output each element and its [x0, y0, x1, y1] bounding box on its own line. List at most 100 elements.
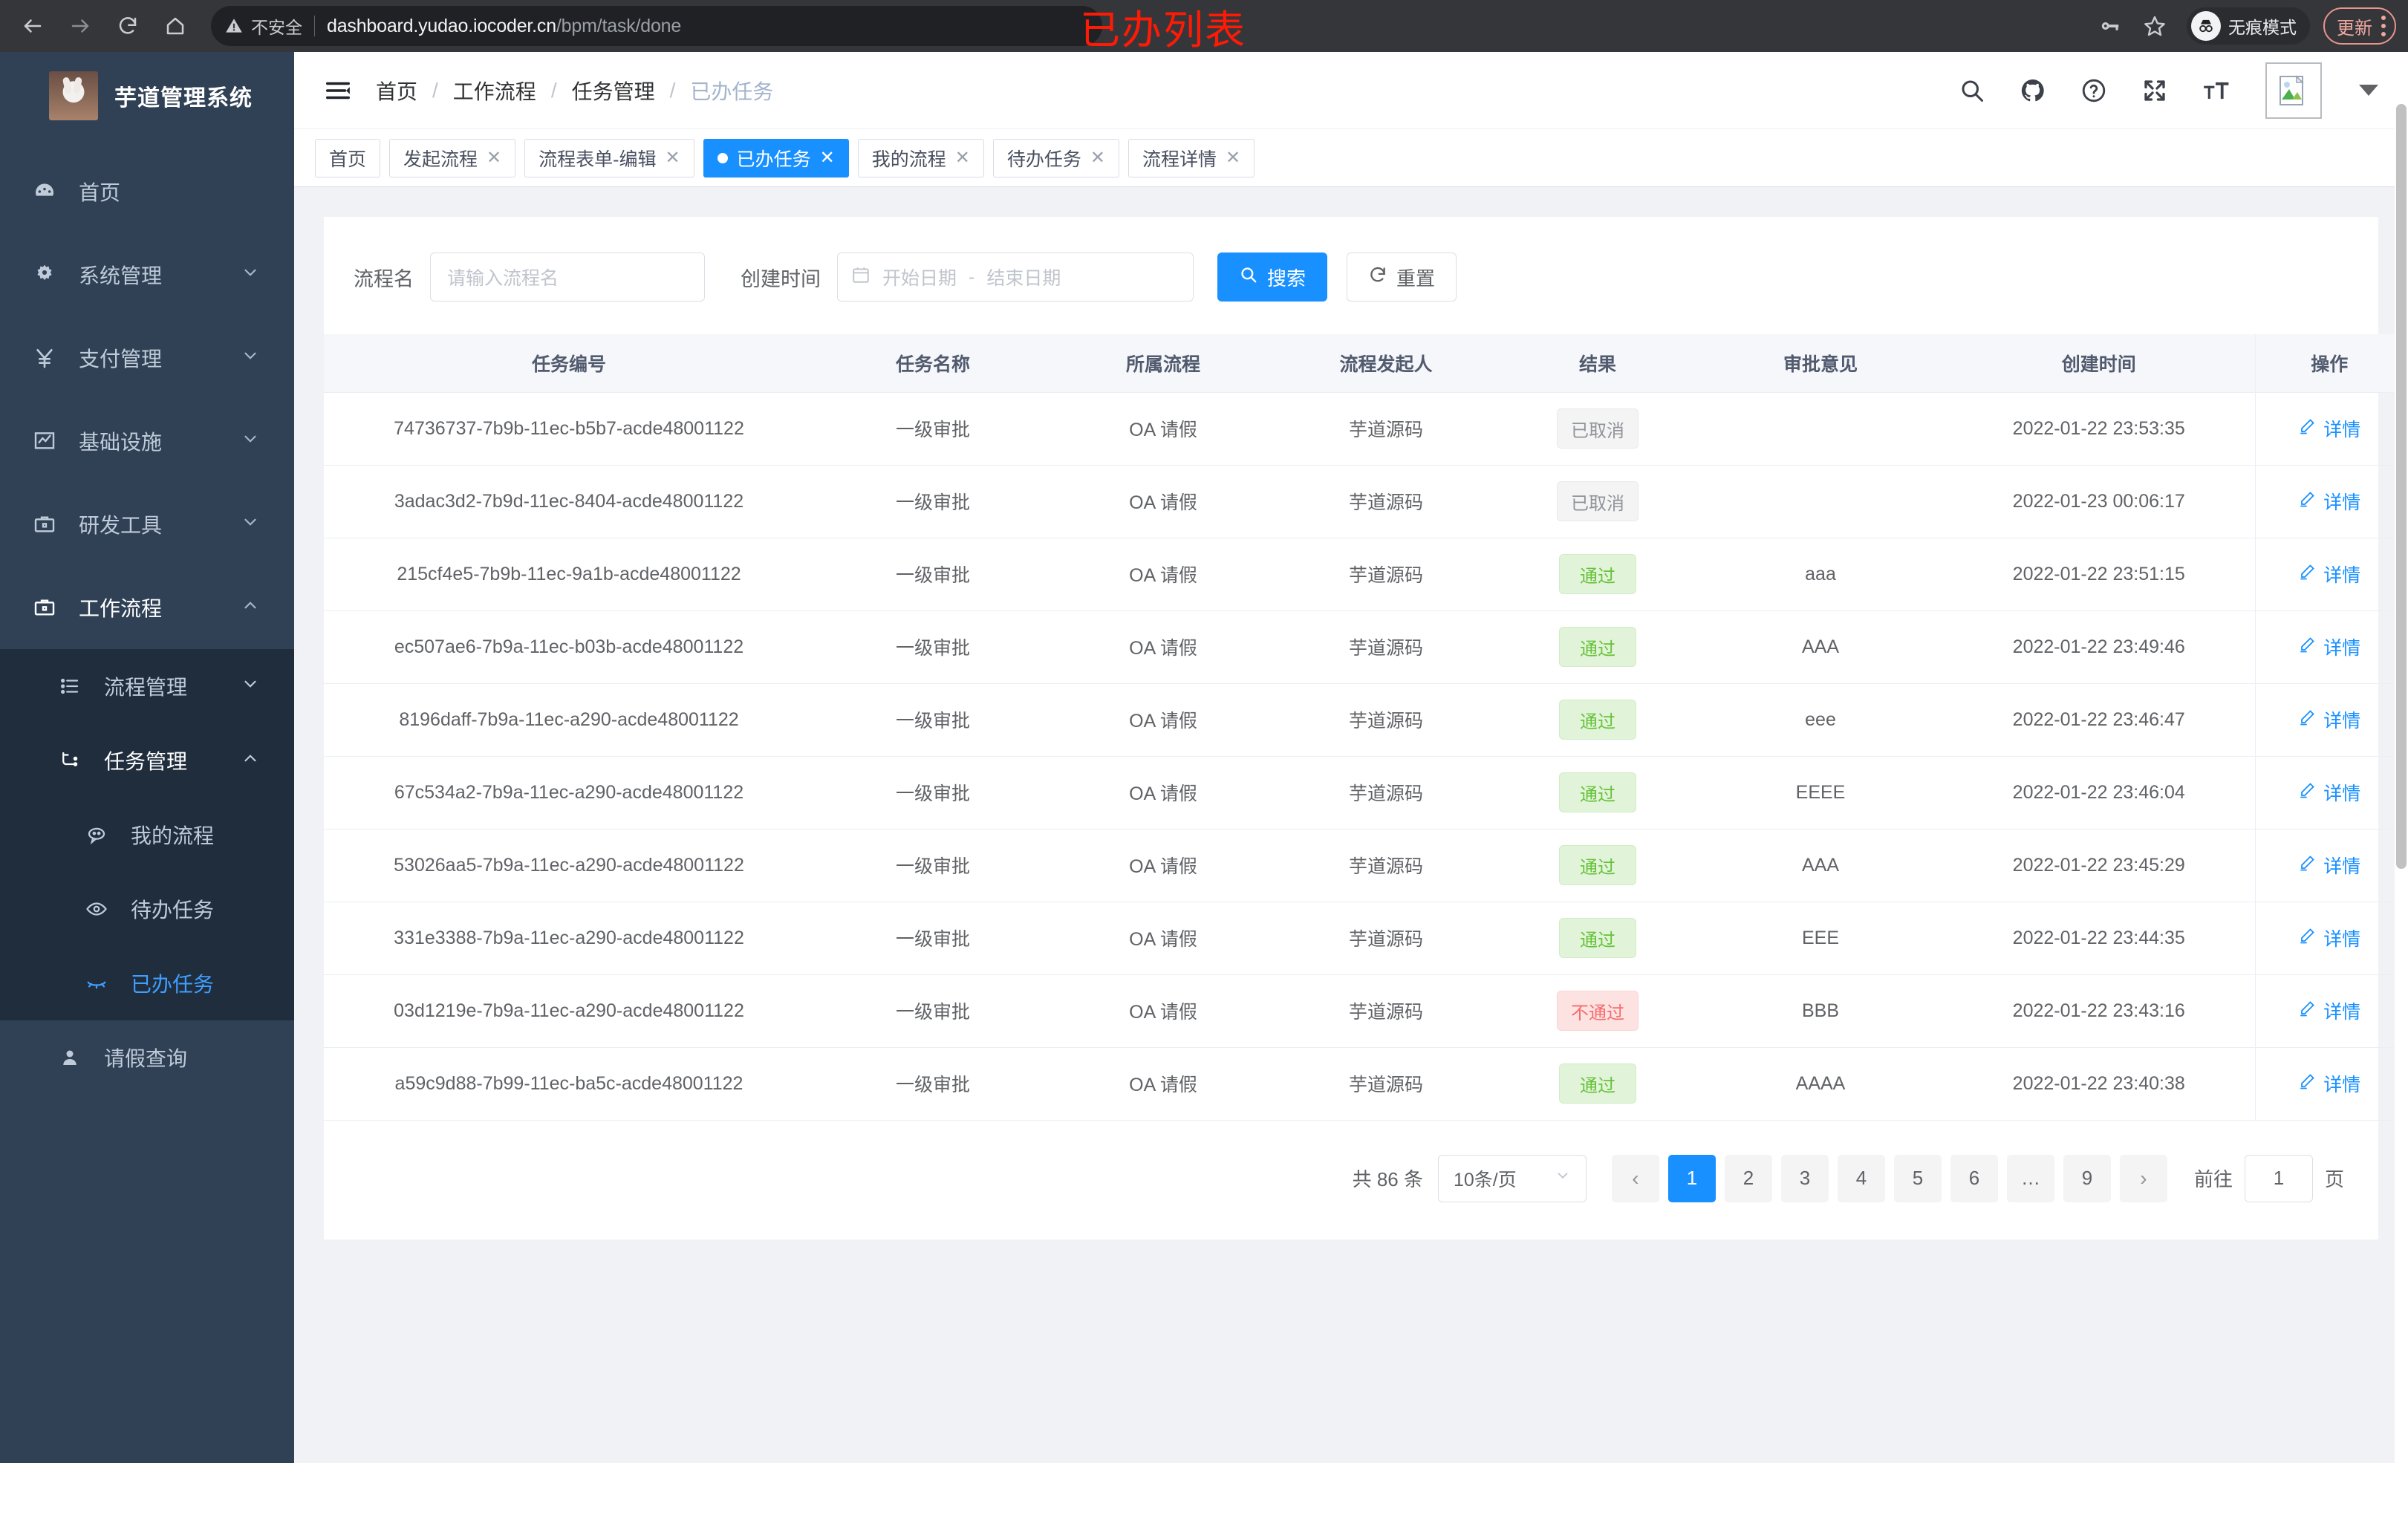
page-button-5[interactable]: 5 [1893, 1154, 1942, 1202]
sidebar-item-my-process[interactable]: 我的流程 [0, 798, 294, 872]
breadcrumb-item-1[interactable]: 工作流程 [452, 79, 536, 103]
omnibox-divider [314, 16, 315, 36]
sidebar-item-leave-query[interactable]: 请假查询 [0, 1020, 294, 1095]
hamburger-icon[interactable] [321, 74, 355, 108]
cell-process: OA 请假 [1052, 829, 1275, 902]
kebab-menu-icon[interactable] [2381, 16, 2386, 36]
search-button[interactable]: 搜索 [1217, 252, 1328, 302]
close-icon[interactable]: ✕ [1090, 147, 1105, 168]
tab-done-task[interactable]: 已办任务 ✕ [703, 138, 849, 177]
chevron-down-icon [241, 346, 260, 371]
tab-label: 发起流程 [403, 149, 478, 170]
detail-button[interactable]: 详情 [2298, 779, 2360, 806]
close-icon[interactable]: ✕ [665, 147, 680, 168]
page-ellipsis-button[interactable]: … [2006, 1154, 2054, 1202]
chevron-down-icon[interactable] [2359, 85, 2378, 96]
detail-button[interactable]: 详情 [2298, 997, 2360, 1024]
breadcrumb-item-2[interactable]: 任务管理 [571, 79, 655, 103]
breadcrumb-item-0[interactable]: 首页 [376, 79, 418, 103]
page-button-3[interactable]: 3 [1780, 1154, 1829, 1202]
sidebar-item-workflow[interactable]: 工作流程 [0, 566, 294, 649]
cell-process: OA 请假 [1052, 1047, 1275, 1121]
key-icon[interactable] [2090, 6, 2130, 46]
address-bar[interactable]: 不安全 dashboard.yudao.iocoder.cn/bpm/task/… [211, 6, 1102, 46]
cell-result: 不通过 [1497, 974, 1698, 1048]
back-arrow-icon[interactable] [12, 5, 53, 47]
page-number-list: ‹ 1 2 3 4 5 6… 9 › [1611, 1154, 2167, 1202]
star-icon[interactable] [2135, 6, 2175, 46]
avatar[interactable] [2265, 62, 2322, 119]
done-task-table: 任务编号 任务名称 所属流程 流程发起人 结果 审批意见 创建时间 操作 747… [324, 334, 2404, 1121]
help-circle-icon[interactable] [2077, 74, 2111, 108]
reset-button[interactable]: 重置 [1347, 252, 1457, 302]
close-icon[interactable]: ✕ [819, 147, 835, 168]
sidebar-item-payment[interactable]: 支付管理 [0, 316, 294, 400]
tab-my-process[interactable]: 我的流程 ✕ [857, 138, 984, 177]
close-icon[interactable]: ✕ [1225, 147, 1241, 168]
process-name-input[interactable]: 请输入流程名 [430, 252, 705, 302]
home-icon[interactable] [154, 5, 196, 47]
page-button-4[interactable]: 4 [1837, 1154, 1885, 1202]
next-page-button[interactable]: › [2119, 1154, 2167, 1202]
page-jump-input[interactable] [2244, 1154, 2313, 1202]
page-button-9[interactable]: 9 [2063, 1154, 2111, 1202]
incognito-indicator[interactable]: 无痕模式 [2187, 7, 2310, 45]
page-button-6[interactable]: 6 [1950, 1154, 1998, 1202]
tab-start-process[interactable]: 发起流程 ✕ [389, 138, 516, 177]
detail-button[interactable]: 详情 [2298, 706, 2360, 733]
github-icon[interactable] [2016, 74, 2050, 108]
sidebar-logo[interactable]: 芋道管理系统 [0, 52, 294, 140]
sidebar-item-process-management[interactable]: 流程管理 [0, 649, 294, 723]
tab-todo-task[interactable]: 待办任务 ✕ [992, 138, 1119, 177]
detail-button[interactable]: 详情 [2298, 925, 2360, 951]
page-scrollbar[interactable] [2395, 104, 2408, 1515]
tab-process-detail[interactable]: 流程详情 ✕ [1127, 138, 1255, 177]
sidebar-item-system[interactable]: 系统管理 [0, 233, 294, 316]
column-header-created-time[interactable]: 创建时间 [1943, 334, 2255, 393]
column-header-initiator[interactable]: 流程发起人 [1275, 334, 1497, 393]
detail-button[interactable]: 详情 [2298, 852, 2360, 879]
column-header-process[interactable]: 所属流程 [1052, 334, 1275, 393]
detail-button[interactable]: 详情 [2298, 1070, 2360, 1097]
page-size-select[interactable]: 10条/页 [1437, 1154, 1587, 1202]
sidebar-item-infrastructure[interactable]: 基础设施 [0, 400, 294, 483]
close-icon[interactable]: ✕ [954, 147, 970, 168]
insecure-warning: 不安全 [224, 13, 302, 39]
prev-page-button[interactable]: ‹ [1611, 1154, 1659, 1202]
sidebar-item-done-task[interactable]: 已办任务 [0, 946, 294, 1020]
reload-icon[interactable] [107, 5, 149, 47]
cell-result: 通过 [1497, 829, 1698, 902]
forward-arrow-icon[interactable] [59, 5, 101, 47]
sidebar-logo-title: 芋道管理系统 [114, 86, 253, 111]
created-date-range-picker[interactable]: 开始日期 - 结束日期 [837, 252, 1194, 302]
tab-process-form-edit[interactable]: 流程表单-编辑 ✕ [524, 138, 694, 177]
url-path: /bpm/task/done [556, 15, 682, 36]
sidebar-item-devtools[interactable]: 研发工具 [0, 483, 294, 566]
detail-button[interactable]: 详情 [2298, 561, 2360, 587]
page-button-1[interactable]: 1 [1667, 1154, 1716, 1202]
detail-button[interactable]: 详情 [2298, 415, 2360, 442]
font-size-icon[interactable] [2199, 74, 2233, 108]
detail-label: 详情 [2323, 711, 2361, 732]
sidebar-item-home[interactable]: 首页 [0, 150, 294, 233]
fullscreen-icon[interactable] [2138, 74, 2172, 108]
page-button-2[interactable]: 2 [1724, 1154, 1772, 1202]
close-icon[interactable]: ✕ [487, 147, 502, 168]
update-button[interactable]: 更新 [2323, 7, 2396, 45]
page-size-value: 10条/页 [1453, 1169, 1517, 1190]
search-icon[interactable] [1955, 74, 1989, 108]
detail-label: 详情 [2323, 929, 2361, 950]
detail-button[interactable]: 详情 [2298, 488, 2360, 515]
cell-task-id: 67c534a2-7b9a-11ec-a290-acde48001122 [324, 756, 814, 830]
sidebar-item-todo-task[interactable]: 待办任务 [0, 872, 294, 946]
sidebar-item-task-management[interactable]: 任务管理 [0, 723, 294, 798]
chevron-up-icon [241, 596, 260, 620]
column-header-comment[interactable]: 审批意见 [1698, 334, 1943, 393]
tab-home[interactable]: 首页 [315, 138, 381, 177]
column-header-result[interactable]: 结果 [1497, 334, 1698, 393]
column-header-task-id[interactable]: 任务编号 [324, 334, 814, 393]
scrollbar-thumb[interactable] [2396, 104, 2407, 869]
column-header-task-name[interactable]: 任务名称 [814, 334, 1052, 393]
detail-button[interactable]: 详情 [2298, 633, 2360, 660]
tab-label: 流程表单-编辑 [538, 149, 657, 170]
